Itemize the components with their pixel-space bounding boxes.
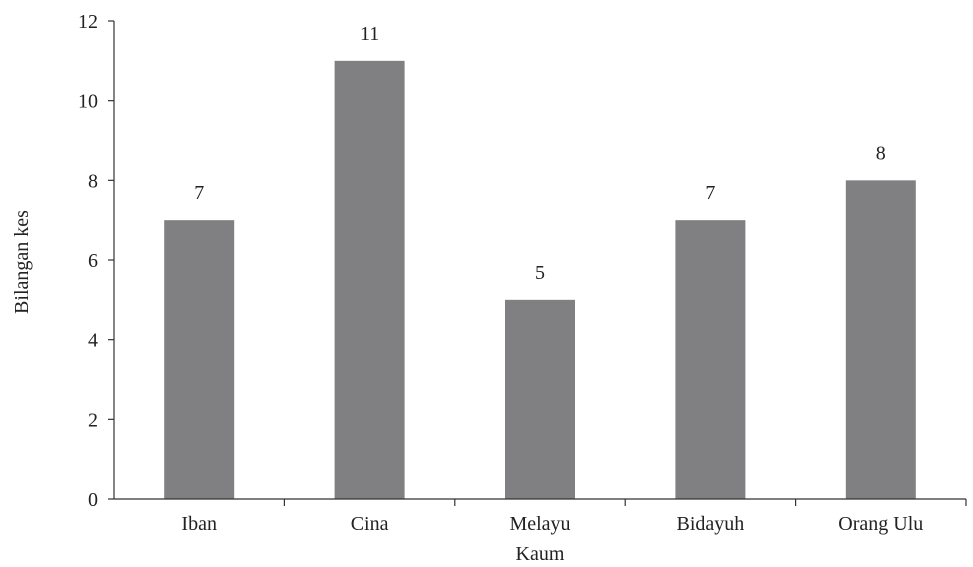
x-axis-ticks: Iban Cina Melayu Bidayuh Orang Ulu (181, 499, 967, 535)
bar-iban (164, 220, 235, 499)
y-tick-label: 8 (88, 170, 98, 192)
x-axis-title: Kaum (516, 543, 565, 565)
y-tick-label: 4 (88, 330, 98, 352)
y-axis-title: Bilangan kes (11, 210, 33, 314)
bar-orang-ulu (845, 180, 916, 500)
bar-value-label: 7 (194, 182, 204, 204)
y-tick-label: 12 (78, 11, 98, 33)
bar-value-label: 5 (535, 262, 545, 284)
y-tick-label: 10 (78, 91, 98, 113)
y-axis-ticks: 0 2 4 6 8 10 12 (78, 11, 114, 511)
x-tick-label: Iban (181, 513, 217, 535)
x-tick-label: Bidayuh (677, 513, 745, 535)
data-labels: 7 11 5 7 8 (194, 23, 886, 284)
bar-melayu (505, 299, 575, 499)
bar-bidayuh (675, 220, 746, 499)
bar-value-label: 8 (876, 142, 886, 164)
x-tick-label: Cina (351, 513, 389, 535)
bar-cina (334, 60, 405, 499)
x-tick-label: Orang Ulu (838, 513, 923, 535)
y-tick-label: 2 (88, 409, 98, 431)
bar-value-label: 7 (705, 182, 715, 204)
y-tick-label: 6 (88, 250, 98, 272)
x-tick-label: Melayu (509, 513, 570, 535)
bars (164, 60, 916, 500)
bar-value-label: 11 (360, 23, 379, 45)
y-tick-label: 0 (88, 489, 98, 511)
